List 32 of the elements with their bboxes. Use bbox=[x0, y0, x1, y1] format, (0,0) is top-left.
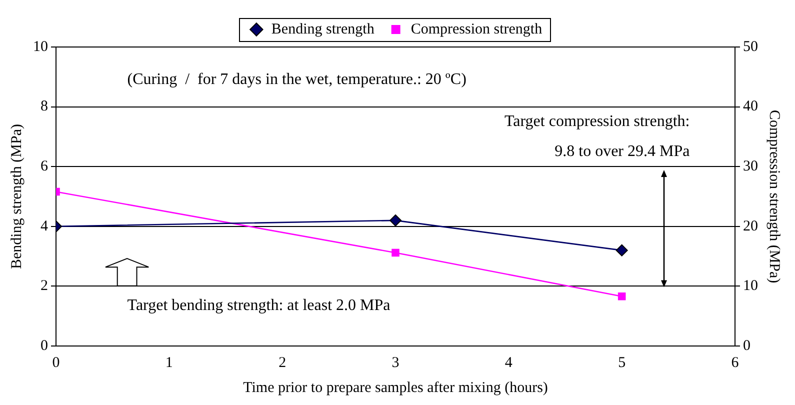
x-tick-label: 3 bbox=[392, 354, 400, 371]
x-tick-label: 5 bbox=[618, 354, 626, 371]
y-axis-title: Bending strength (MPa) bbox=[8, 124, 25, 269]
y2-tick-label: 50 bbox=[743, 38, 758, 55]
annotation: 9.8 to over 29.4 MPa bbox=[554, 142, 690, 160]
x-tick-label: 4 bbox=[504, 354, 513, 371]
x-tick-label: 0 bbox=[52, 354, 60, 371]
annotation: Target compression strength: bbox=[504, 112, 690, 130]
point bbox=[618, 292, 626, 300]
legend-label: Bending strength bbox=[271, 21, 375, 38]
y-tick-label: 0 bbox=[40, 338, 48, 354]
point bbox=[390, 214, 402, 226]
legend-label: Compression strength bbox=[410, 21, 543, 38]
x-tick-label: 2 bbox=[278, 354, 286, 371]
y-tick-label: 2 bbox=[40, 278, 48, 294]
x-tick-label: 1 bbox=[165, 354, 173, 371]
y-tick-label: 6 bbox=[40, 158, 48, 175]
y2-tick-label: 40 bbox=[743, 98, 758, 115]
x-tick-label: 6 bbox=[731, 354, 740, 371]
y2-tick-label: 20 bbox=[743, 218, 758, 234]
y2-tick-label: 0 bbox=[743, 338, 750, 354]
point bbox=[392, 248, 400, 257]
y-tick-label: 4 bbox=[40, 218, 48, 234]
y2-tick-label: 10 bbox=[743, 278, 758, 294]
y2-axis-title: Compression strength (MPa) bbox=[766, 110, 782, 284]
annotation: (Curing / for 7 days in the wet, temperature.: 20 ºC) bbox=[127, 71, 466, 88]
point bbox=[616, 244, 628, 256]
annotation: Target bending strength: at least 2.0 MPa bbox=[127, 296, 390, 314]
y2-tick-label: 30 bbox=[743, 158, 758, 175]
y-tick-label: 8 bbox=[40, 98, 48, 115]
x-axis-title: Time prior to prepare samples after mixing (hours) bbox=[243, 380, 548, 396]
y-tick-label: 10 bbox=[33, 38, 48, 55]
